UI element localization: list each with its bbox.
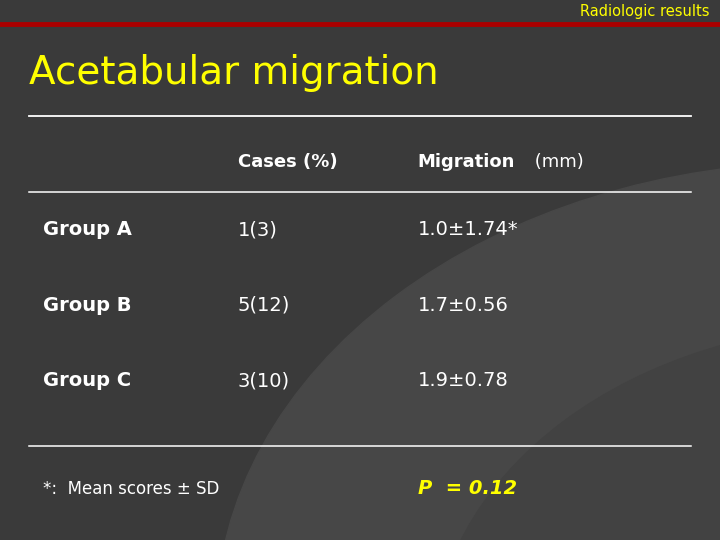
Text: Group C: Group C	[43, 371, 131, 390]
Text: Group B: Group B	[43, 295, 132, 315]
Text: (mm): (mm)	[529, 153, 584, 171]
Text: 1(3): 1(3)	[238, 220, 277, 239]
Circle shape	[216, 162, 720, 540]
Text: Acetabular migration: Acetabular migration	[29, 54, 438, 92]
Text: 1.9±0.78: 1.9±0.78	[418, 371, 508, 390]
Text: 3(10): 3(10)	[238, 371, 289, 390]
Text: Radiologic results: Radiologic results	[580, 4, 709, 19]
Text: P  = 0.12: P = 0.12	[418, 479, 517, 498]
Text: 5(12): 5(12)	[238, 295, 290, 315]
Text: *:  Mean scores ± SD: *: Mean scores ± SD	[43, 480, 220, 498]
Text: 1.7±0.56: 1.7±0.56	[418, 295, 508, 315]
Text: Migration: Migration	[418, 153, 515, 171]
Text: Cases (%): Cases (%)	[238, 153, 337, 171]
Circle shape	[432, 324, 720, 540]
Text: Group A: Group A	[43, 220, 132, 239]
Text: 1.0±1.74*: 1.0±1.74*	[418, 220, 518, 239]
